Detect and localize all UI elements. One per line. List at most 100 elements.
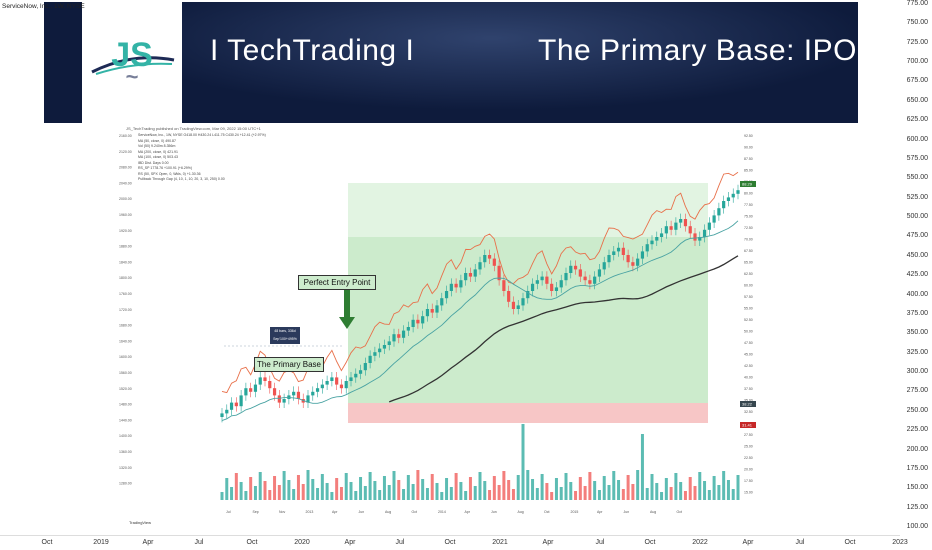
candle-body <box>669 226 673 230</box>
candle-body <box>239 395 243 407</box>
volume-bar <box>244 491 248 500</box>
inner-left-tick: 1600.00 <box>119 355 132 359</box>
volume-bar <box>382 476 386 500</box>
volume-bar <box>492 476 496 500</box>
outer-y-tick: 425.00 <box>906 271 928 279</box>
candle-body <box>411 319 415 327</box>
red-stop-zone <box>348 403 708 423</box>
legend-line: RS_SP 1778.76 +100.91 (+6.29%) <box>138 166 193 170</box>
candle-body <box>530 283 535 291</box>
volume-bar <box>258 472 262 500</box>
candle-body <box>540 276 544 281</box>
price-tag-label: 38.22 <box>742 402 753 407</box>
candle-body <box>229 402 234 410</box>
inner-right-tick: 70.00 <box>744 238 753 242</box>
inner-left-tick: 1400.00 <box>119 434 132 438</box>
candle-body <box>406 327 410 331</box>
volume-bar <box>535 488 539 500</box>
volume-bar <box>354 491 358 500</box>
volume-bar <box>311 479 315 500</box>
volume-bar <box>220 492 224 500</box>
volume-bar <box>679 482 683 500</box>
inner-left-tick: 1760.00 <box>119 292 132 296</box>
candle-body <box>554 287 559 291</box>
inner-left-tick: 1840.00 <box>119 260 132 264</box>
candle-body <box>712 215 716 223</box>
volume-bar <box>268 490 272 500</box>
volume-bar <box>712 476 716 500</box>
candle-body <box>698 237 702 241</box>
candle-body <box>650 240 654 245</box>
candle-body <box>497 265 501 281</box>
candle-body <box>225 409 229 414</box>
candle-body <box>368 355 372 363</box>
volume-bar <box>273 476 277 500</box>
inner-right-tick: 47.50 <box>744 341 753 345</box>
candle-body <box>578 269 582 277</box>
inner-right-tick: 17.50 <box>744 479 753 483</box>
volume-bar <box>454 473 458 500</box>
outer-x-tick: Oct <box>644 539 656 546</box>
logo: JS ~ <box>82 2 182 123</box>
outer-x-tick: 2022 <box>692 539 708 546</box>
candle-body <box>435 305 439 313</box>
candle-body <box>521 298 525 306</box>
inner-chart-panel: 2160.00 2120.00 2080.00 2040.00 2000.00 1960.… <box>116 125 759 528</box>
inner-right-tick: 15.00 <box>744 491 753 495</box>
candle-body <box>234 402 238 407</box>
range-box-line1: 48 bars, 336d <box>274 329 296 333</box>
inner-left-tick: 1280.00 <box>119 482 132 486</box>
inner-left-tick: 1880.00 <box>119 245 132 249</box>
candle-body <box>693 233 697 241</box>
volume-bar <box>564 473 568 500</box>
outer-x-tick: Jul <box>595 539 605 546</box>
candle-body <box>306 395 310 403</box>
volume-bar <box>234 473 238 500</box>
candle-body <box>674 222 678 230</box>
range-box-line2: Sep'100+495% <box>273 337 297 341</box>
price-tag <box>740 401 756 407</box>
volume-bar <box>554 478 558 500</box>
candle-body <box>449 283 453 291</box>
candle-body <box>378 348 382 353</box>
candle-body <box>258 377 262 385</box>
inner-right-tick: 40.00 <box>744 376 753 380</box>
candle-body <box>392 334 396 342</box>
inner-left-tick: 2000.00 <box>119 197 132 201</box>
candle-body <box>272 388 277 396</box>
volume-bar <box>583 486 587 500</box>
candle-body <box>545 276 549 284</box>
inner-right-tick: 85.00 <box>744 169 753 173</box>
ma50-line <box>221 220 739 422</box>
outer-x-tick: 2020 <box>294 539 310 546</box>
volume-bar <box>707 490 711 500</box>
candle-body <box>507 291 511 302</box>
volume-bar <box>660 492 664 500</box>
inner-chart-svg: 2160.00 2120.00 2080.00 2040.00 2000.00 1960.… <box>119 134 756 514</box>
outer-y-tick: 750.00 <box>906 19 928 27</box>
candle-body <box>459 280 463 288</box>
volume-bar <box>449 487 453 500</box>
inner-left-tick: 1360.00 <box>119 450 132 454</box>
outer-y-tick: 125.00 <box>906 503 928 511</box>
volume-bar <box>593 481 597 500</box>
candle-body <box>550 283 554 291</box>
outer-y-tick: 650.00 <box>906 96 928 104</box>
candle-body <box>683 219 688 227</box>
legend-line: MA (50, close, 0) 490.87 <box>138 138 176 143</box>
entry-arrow-head <box>339 317 355 329</box>
candle-body <box>631 262 635 266</box>
candle-body <box>382 345 387 349</box>
volume-bar <box>306 470 310 500</box>
inner-left-tick: 1960.00 <box>119 213 132 217</box>
outer-x-tick: Apr <box>142 539 154 546</box>
outer-y-tick: 200.00 <box>906 445 928 453</box>
candle-body <box>717 208 721 216</box>
candle-body <box>249 388 253 392</box>
candle-body <box>330 377 334 381</box>
volume-bar <box>392 471 396 500</box>
price-tag <box>740 181 756 187</box>
candle-body <box>583 276 587 281</box>
volume-bar <box>464 491 468 500</box>
